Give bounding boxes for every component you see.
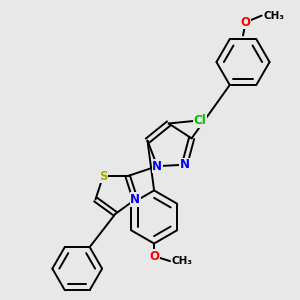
Text: O: O <box>149 250 159 262</box>
Text: N: N <box>130 193 140 206</box>
Text: N: N <box>179 158 190 171</box>
Text: CH₃: CH₃ <box>172 256 193 266</box>
Text: CH₃: CH₃ <box>263 11 284 21</box>
Text: O: O <box>241 16 251 29</box>
Text: Cl: Cl <box>194 114 206 127</box>
Text: N: N <box>152 160 162 173</box>
Text: S: S <box>99 169 107 183</box>
